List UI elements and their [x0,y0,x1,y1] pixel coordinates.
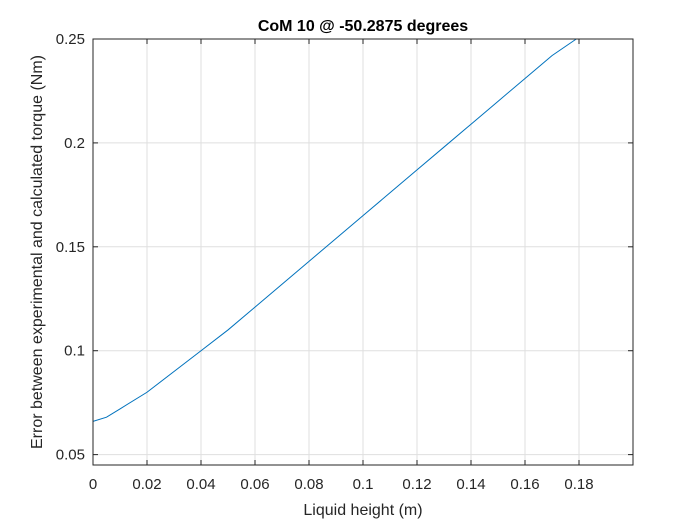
x-tick-label: 0.14 [456,476,485,493]
y-tick-label: 0.2 [64,135,85,152]
chart-title: CoM 10 @ -50.2875 degrees [258,18,468,35]
series-line [92,38,577,422]
x-tick-label: 0.06 [240,476,269,493]
x-tick-label: 0.16 [510,476,539,493]
series-layer [92,38,577,422]
x-axis-label: Liquid height (m) [303,502,422,519]
ticks [92,38,633,465]
x-tick-label: 0.04 [186,476,215,493]
y-tick-label: 0.1 [64,343,85,360]
y-tick-label: 0.25 [56,31,85,48]
x-tick-label: 0.12 [402,476,431,493]
x-tick-labels: 0 0.02 0.04 0.06 0.08 0.1 0.12 0.14 0.16 0.18 [89,476,594,493]
x-tick-label: 0.1 [353,476,374,493]
x-tick-label: 0.08 [294,476,323,493]
y-tick-labels: 0.05 0.1 0.15 0.2 0.25 [56,31,85,464]
x-tick-label: 0.18 [564,476,593,493]
y-axis-label: Error between experimental and calculate… [29,55,46,449]
y-tick-label: 0.15 [56,239,85,256]
y-tick-label: 0.05 [56,447,85,464]
x-tick-label: 0 [89,476,97,493]
x-tick-label: 0.02 [132,476,161,493]
